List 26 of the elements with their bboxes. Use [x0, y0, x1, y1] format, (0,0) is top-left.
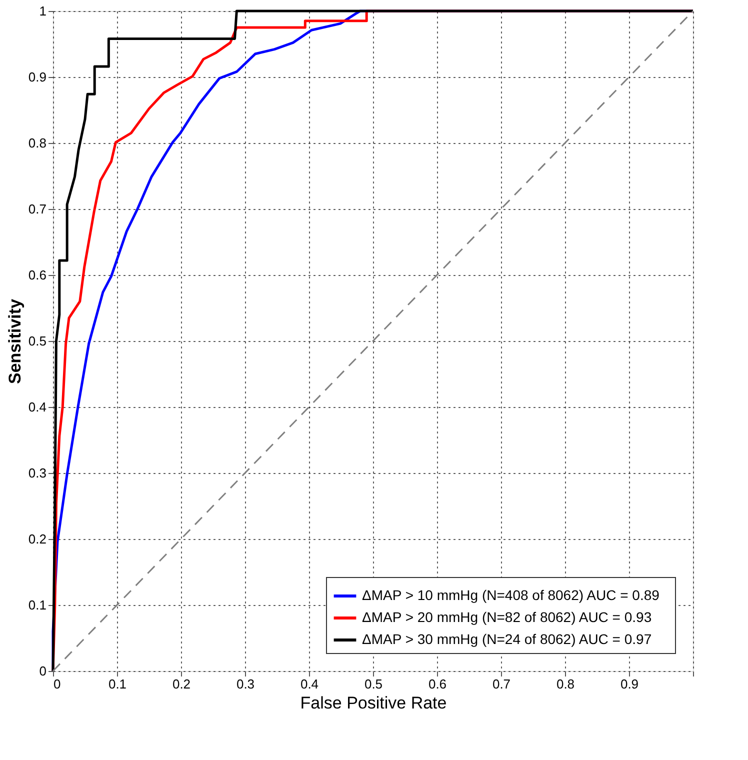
y-tick-label: 0.3: [28, 466, 46, 480]
y-tick-label: 0.1: [28, 598, 46, 612]
y-tick-label: 0.8: [28, 136, 46, 150]
legend-label: ΔMAP > 30 mmHg (N=24 of 8062) AUC = 0.97: [362, 631, 652, 647]
y-tick-label: 1: [39, 4, 46, 18]
y-tick-label: 0: [39, 664, 46, 678]
x-tick-label: 0.9: [620, 676, 639, 692]
x-tick-label: 0.7: [492, 676, 511, 692]
x-axis-title: False Positive Rate: [300, 694, 447, 712]
x-tick-label: 0.6: [428, 676, 447, 692]
y-tick-label: 0.9: [28, 70, 46, 84]
y-tick-label: 0.7: [28, 202, 46, 216]
x-tick-label: 0: [54, 676, 61, 692]
x-tick-label: 0.1: [108, 676, 127, 692]
y-tick-label: 0.5: [28, 334, 46, 348]
x-tick-label: 0.2: [172, 676, 191, 692]
x-tick-label: 0.5: [364, 676, 383, 692]
y-tick-label: 0.4: [28, 400, 46, 414]
legend-label: ΔMAP > 10 mmHg (N=408 of 8062) AUC = 0.89: [362, 587, 660, 603]
x-tick-label: 0.4: [300, 676, 319, 692]
x-tick-label: 0.3: [236, 676, 255, 692]
y-tick-label: 0.6: [28, 268, 46, 282]
y-axis-title: Sensitivity: [5, 298, 24, 384]
x-tick-label: 0.8: [556, 676, 575, 692]
y-tick-label: 0.2: [28, 532, 46, 546]
legend-label: ΔMAP > 20 mmHg (N=82 of 8062) AUC = 0.93: [362, 609, 652, 625]
